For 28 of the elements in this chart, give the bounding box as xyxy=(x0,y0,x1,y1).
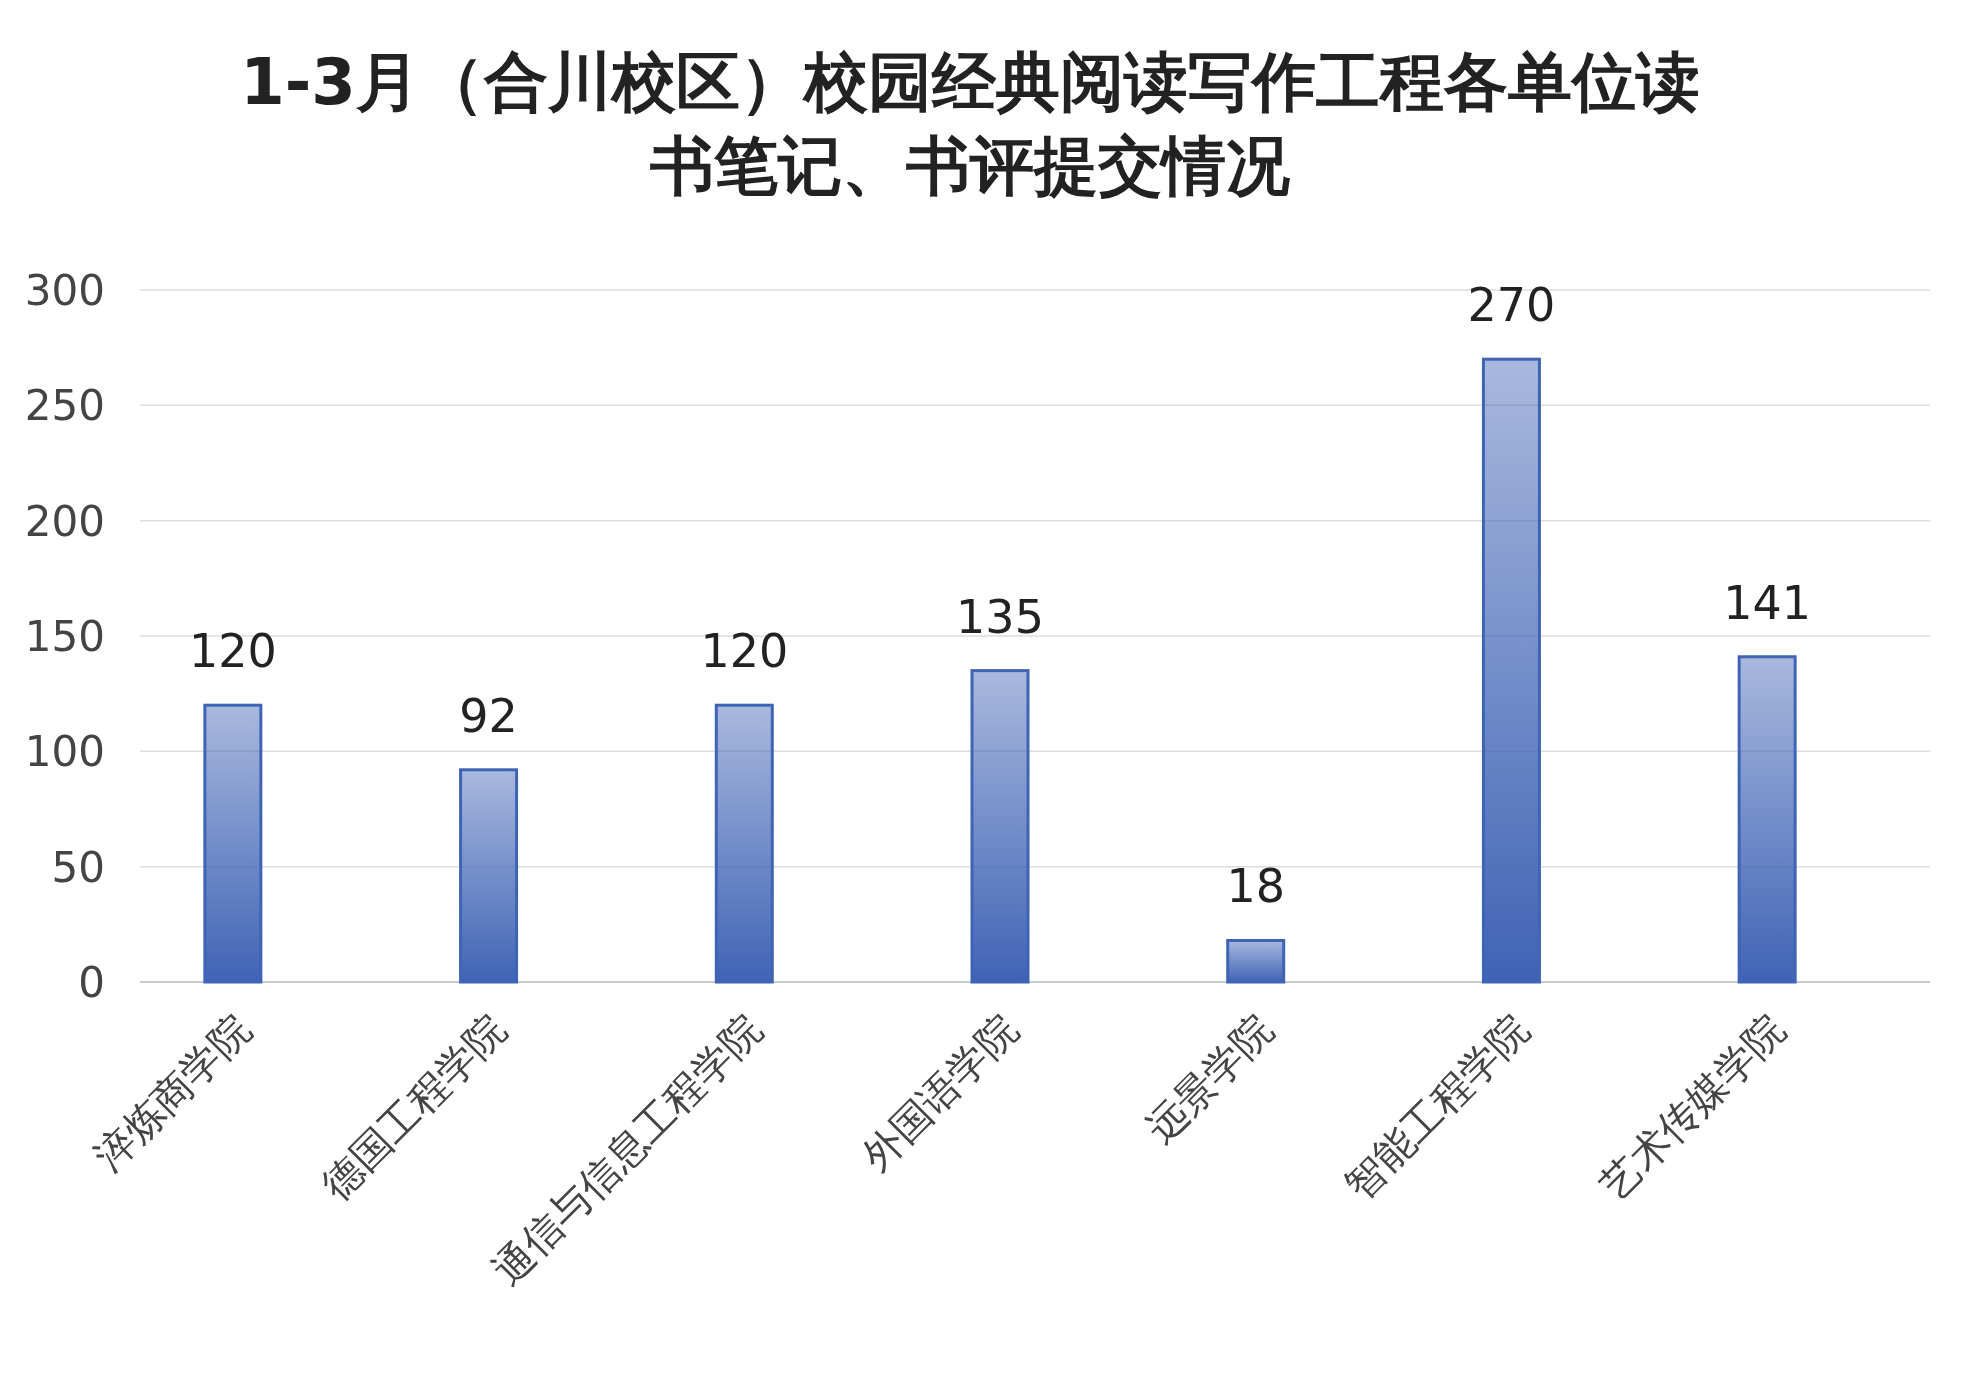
x-tick-label: 远景学院 xyxy=(1136,1005,1283,1152)
x-tick-label: 德国工程学院 xyxy=(312,1005,515,1209)
data-label: 141 xyxy=(1723,575,1812,630)
data-label: 18 xyxy=(1226,859,1285,914)
bar xyxy=(714,703,774,984)
data-label: 270 xyxy=(1467,278,1556,333)
bar xyxy=(1481,357,1541,984)
y-tick-label: 50 xyxy=(51,842,105,892)
y-tick-label: 0 xyxy=(78,958,105,1007)
y-tick-label: 100 xyxy=(24,727,105,777)
y-tick-label: 150 xyxy=(24,612,105,661)
y-tick-label: 250 xyxy=(24,381,105,431)
x-tick-label: 智能工程学院 xyxy=(1335,1005,1538,1209)
data-label: 135 xyxy=(956,589,1044,644)
y-tick-label: 200 xyxy=(24,496,105,546)
bar xyxy=(1226,938,1286,984)
x-tick-label: 淬炼商学院 xyxy=(85,1005,260,1180)
data-label: 120 xyxy=(188,624,277,679)
y-tick-label: 300 xyxy=(24,266,105,315)
data-label: 92 xyxy=(459,688,518,743)
x-tick-label: 外国语学院 xyxy=(852,1005,1027,1180)
data-label: 120 xyxy=(700,624,789,679)
bar xyxy=(1737,655,1797,984)
bar xyxy=(970,669,1030,984)
x-tick-label: 艺术传媒学院 xyxy=(1591,1005,1794,1209)
chart-title: 1-3月（合川校区）校园经典阅读写作工程各单位读书笔记、书评提交情况 xyxy=(239,44,1701,205)
bar xyxy=(203,703,263,984)
bar xyxy=(459,768,519,984)
